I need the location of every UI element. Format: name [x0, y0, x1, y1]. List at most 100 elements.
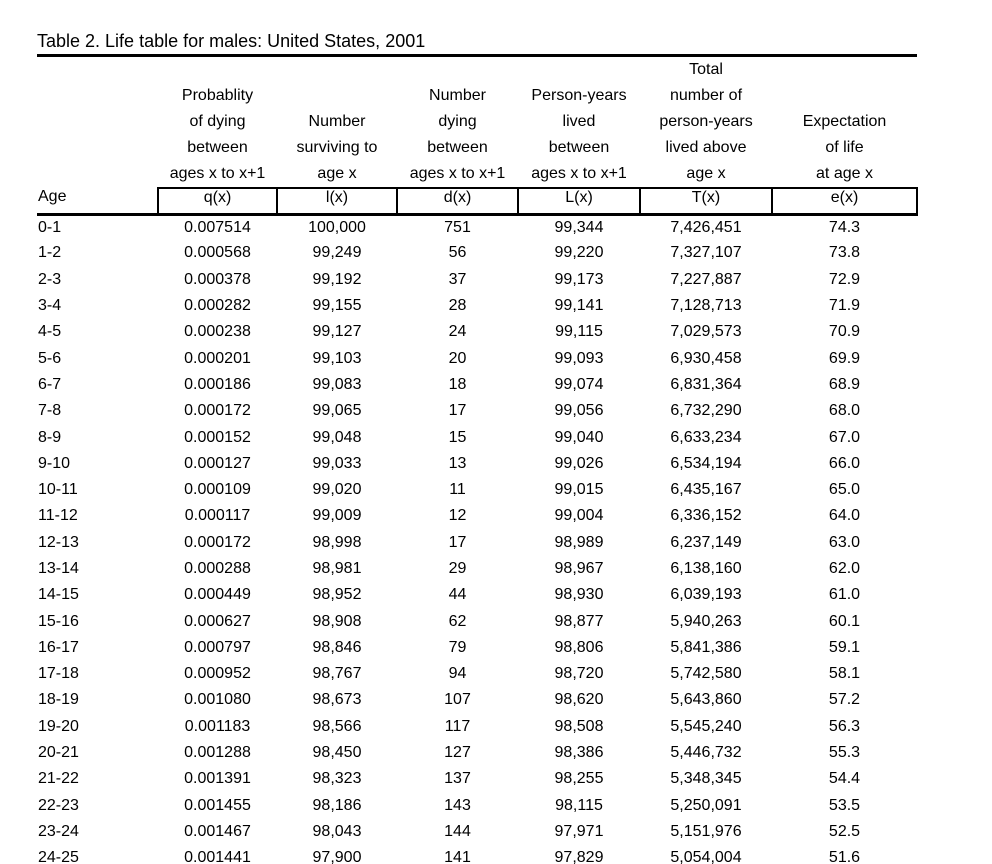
table-row: 9-10 0.000127 99,033 13 99,026 6,534,194 66.0 [37, 451, 917, 477]
column-symbol-qx: q(x) [157, 187, 278, 216]
cell-Lx: 98,806 [554, 638, 604, 656]
cell-dx: 13 [448, 454, 467, 472]
cell-qx: 0.000449 [184, 586, 251, 604]
header-line [37, 57, 158, 83]
cell-Tx: 5,841,386 [670, 638, 742, 656]
cell-lx: 98,981 [312, 560, 362, 577]
cell-Tx: 6,336,152 [670, 507, 742, 525]
cell-Lx: 98,967 [554, 560, 604, 577]
cell-dx: 20 [448, 349, 467, 367]
table-row: 10-11 0.000109 99,020 11 99,015 6,435,167 65.0 [37, 477, 917, 503]
cell-ex: 51.6 [828, 849, 861, 864]
cell-lx: 98,998 [312, 533, 362, 551]
cell-age: 6-7 [38, 375, 62, 393]
cell-qx: 0.000288 [184, 560, 251, 577]
cell-lx: 99,155 [312, 297, 362, 315]
cell-Tx: 5,054,004 [670, 849, 742, 864]
cell-lx: 99,127 [312, 323, 362, 341]
cell-Tx: 7,426,451 [670, 218, 742, 236]
header-line: of life [825, 139, 864, 156]
column-symbol-Tx: T(x) [639, 187, 773, 216]
cell-ex: 71.9 [828, 297, 861, 315]
cell-ex: 56.3 [828, 717, 861, 735]
header-line: between [427, 139, 488, 156]
table-row: 11-12 0.000117 99,009 12 99,004 6,336,152 64.0 [37, 503, 917, 529]
cell-ex: 55.3 [828, 744, 861, 762]
cell-Lx: 98,930 [554, 586, 604, 604]
header-line: ages x to x+1 [169, 165, 266, 182]
header-line [277, 83, 397, 109]
cell-lx: 100,000 [308, 218, 366, 236]
cell-Lx: 99,056 [554, 402, 604, 420]
cell-Lx: 99,344 [554, 218, 604, 236]
cell-qx: 0.001391 [184, 770, 251, 788]
table-row: 6-7 0.000186 99,083 18 99,074 6,831,364 68.9 [37, 372, 917, 398]
cell-lx: 98,450 [312, 744, 362, 762]
header-line: ages x to x+1 [409, 165, 506, 182]
cell-qx: 0.000952 [184, 665, 251, 683]
cell-Lx: 99,093 [554, 349, 604, 367]
cell-age: 16-17 [38, 638, 79, 656]
cell-qx: 0.001467 [184, 822, 251, 840]
cell-dx: 107 [444, 691, 471, 709]
cell-ex: 58.1 [828, 665, 861, 683]
header-line: age x [317, 165, 357, 182]
cell-lx: 98,043 [312, 822, 362, 840]
header-line: Person-years [531, 87, 627, 104]
cell-dx: 11 [449, 481, 466, 499]
column-header-ex: Expectation of life at age x [772, 56, 917, 189]
cell-Tx: 7,128,713 [670, 297, 742, 315]
cell-Tx: 6,831,364 [670, 375, 742, 393]
header-line [37, 83, 158, 109]
cell-Tx: 5,446,732 [670, 744, 742, 762]
cell-Lx: 99,173 [554, 270, 604, 288]
cell-dx: 94 [448, 665, 467, 683]
column-symbol-Lx: L(x) [517, 187, 641, 216]
cell-dx: 17 [448, 402, 467, 420]
column-header-lx: Number surviving to age x [277, 56, 397, 189]
cell-Lx: 98,255 [554, 770, 604, 788]
header-line [277, 57, 397, 83]
table-row: 23-24 0.001467 98,043 144 97,971 5,151,976 52.… [37, 819, 917, 845]
cell-lx: 99,033 [312, 454, 362, 472]
cell-lx: 98,952 [312, 586, 362, 604]
cell-ex: 62.0 [828, 560, 861, 577]
header-line: Expectation [802, 113, 887, 130]
cell-qx: 0.000152 [184, 428, 251, 446]
cell-Tx: 5,940,263 [670, 612, 742, 630]
cell-dx: 37 [448, 270, 467, 288]
cell-qx: 0.000127 [184, 454, 251, 472]
cell-qx: 0.000109 [184, 481, 251, 499]
cell-Lx: 98,115 [555, 796, 603, 814]
cell-qx: 0.000172 [184, 533, 251, 551]
cell-ex: 54.4 [828, 770, 861, 788]
cell-age: 19-20 [38, 717, 79, 735]
cell-Lx: 98,877 [554, 612, 604, 630]
cell-dx: 143 [444, 796, 471, 814]
cell-ex: 70.9 [828, 323, 861, 341]
cell-dx: 24 [448, 323, 467, 341]
cell-dx: 56 [448, 244, 467, 262]
cell-lx: 98,186 [312, 796, 362, 814]
cell-dx: 141 [444, 849, 471, 864]
table-row: 24-25 0.001441 97,900 141 97,829 5,054,004 51.… [37, 845, 917, 864]
cell-lx: 99,103 [312, 349, 362, 367]
cell-lx: 99,009 [312, 507, 362, 525]
table-row: 8-9 0.000152 99,048 15 99,040 6,633,234 67.0 [37, 424, 917, 450]
cell-ex: 63.0 [828, 533, 861, 551]
cell-age: 0-1 [38, 218, 62, 236]
cell-Tx: 6,039,193 [670, 586, 742, 604]
cell-age: 22-23 [38, 796, 79, 814]
column-symbol-ex: e(x) [771, 187, 918, 216]
cell-qx: 0.000117 [184, 507, 251, 525]
cell-Lx: 97,971 [554, 822, 604, 840]
table-row: 21-22 0.001391 98,323 137 98,255 5,348,345 54.… [37, 766, 917, 792]
cell-ex: 52.5 [828, 822, 861, 840]
table-row: 14-15 0.000449 98,952 44 98,930 6,039,193 61.0 [37, 582, 917, 608]
table-row: 20-21 0.001288 98,450 127 98,386 5,446,732 55.… [37, 740, 917, 766]
cell-dx: 144 [444, 822, 471, 840]
table-row: 3-4 0.000282 99,155 28 99,141 7,128,713 71.9 [37, 293, 917, 319]
table-row: 18-19 0.001080 98,673 107 98,620 5,643,860 57.… [37, 687, 917, 713]
header-line: Total [689, 61, 723, 78]
